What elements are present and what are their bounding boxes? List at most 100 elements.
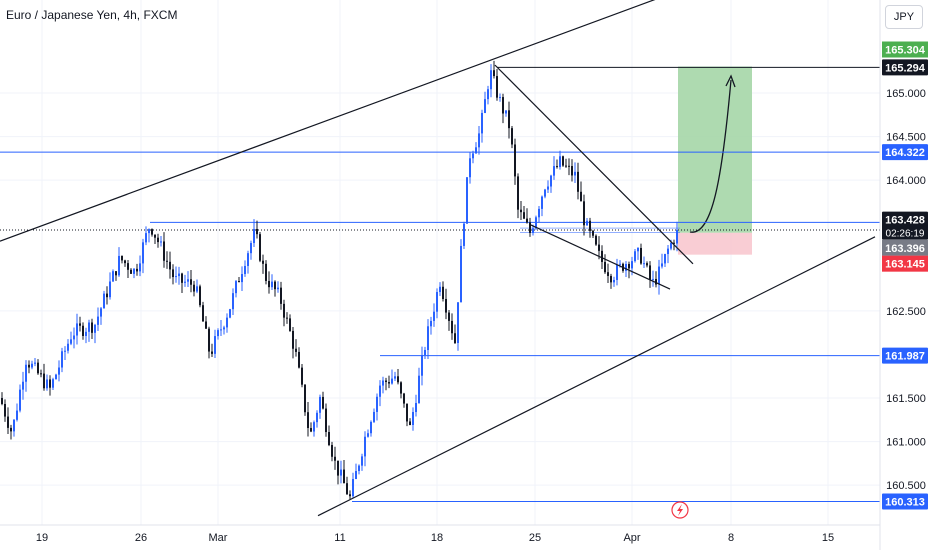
time-tick-label: Apr bbox=[623, 532, 640, 544]
candle-body bbox=[79, 323, 81, 326]
trend-line-wedge-lower bbox=[529, 224, 671, 290]
position-zones bbox=[678, 66, 752, 255]
candle-body bbox=[607, 272, 609, 276]
level-label-161.987: 161.987 bbox=[885, 351, 925, 363]
candle-body bbox=[430, 320, 432, 327]
candle-body bbox=[559, 156, 561, 168]
lightning-glyph-icon bbox=[677, 504, 683, 516]
currency-button[interactable]: JPY bbox=[885, 5, 923, 29]
candle-body bbox=[184, 281, 186, 283]
candle-body bbox=[124, 260, 126, 264]
candle-body bbox=[148, 229, 150, 234]
candle-body bbox=[106, 293, 108, 298]
candle-body bbox=[487, 89, 489, 100]
candle-body bbox=[496, 76, 498, 98]
candle-body bbox=[526, 218, 528, 223]
candle-body bbox=[289, 318, 291, 331]
candle-body bbox=[577, 171, 579, 192]
candle-body bbox=[457, 302, 459, 344]
candle-body bbox=[385, 380, 387, 383]
candle-body bbox=[661, 263, 663, 267]
candle-body bbox=[271, 281, 273, 288]
candle-body bbox=[58, 367, 60, 375]
candle-body bbox=[163, 241, 165, 261]
candle-body bbox=[55, 374, 57, 380]
candle-body bbox=[241, 274, 243, 283]
candle-body bbox=[364, 436, 366, 457]
candle-body bbox=[412, 412, 414, 425]
candle-body bbox=[73, 335, 75, 340]
candle-body bbox=[298, 351, 300, 368]
candle-body bbox=[196, 286, 198, 292]
candle-body bbox=[550, 175, 552, 187]
candle-body bbox=[493, 70, 495, 77]
candle-body bbox=[280, 287, 282, 304]
candle-body bbox=[475, 147, 477, 154]
candle-body bbox=[424, 349, 426, 355]
candle-body bbox=[619, 263, 621, 265]
candle-body bbox=[265, 263, 267, 281]
candle-body bbox=[304, 384, 306, 413]
trend-line-channel-lower bbox=[317, 236, 876, 517]
candle-body bbox=[103, 293, 105, 309]
candle-body bbox=[643, 263, 645, 265]
candle-body bbox=[409, 421, 411, 425]
candle-body bbox=[70, 339, 72, 344]
candle-body bbox=[517, 176, 519, 210]
candle-body bbox=[49, 379, 51, 388]
stop-label: 163.145 bbox=[885, 259, 925, 271]
candle-body bbox=[637, 247, 639, 252]
candle-body bbox=[514, 144, 516, 177]
candle-body bbox=[274, 281, 276, 290]
candle-body bbox=[427, 326, 429, 350]
candle-body bbox=[118, 255, 120, 276]
time-tick-label: Mar bbox=[209, 532, 228, 544]
candle-body bbox=[598, 244, 600, 251]
candle-body bbox=[535, 217, 537, 229]
candle-body bbox=[7, 416, 9, 428]
level-label-160.313-bg bbox=[882, 493, 928, 510]
candle-body bbox=[376, 396, 378, 412]
candle-body bbox=[562, 156, 564, 166]
candle-body bbox=[46, 379, 48, 389]
candle-body bbox=[340, 469, 342, 476]
candle-body bbox=[127, 263, 129, 270]
candle-body bbox=[10, 427, 12, 432]
candle-body bbox=[421, 354, 423, 376]
candle-body bbox=[217, 330, 219, 337]
price-tick-label: 160.500 bbox=[886, 480, 926, 492]
candle-body bbox=[85, 331, 87, 336]
candle-body bbox=[652, 278, 654, 280]
candle-body bbox=[142, 242, 144, 264]
candle-body bbox=[223, 327, 225, 330]
candle-body bbox=[355, 470, 357, 480]
trend-line-wedge-upper bbox=[494, 64, 694, 265]
candle-body bbox=[400, 382, 402, 394]
candle-body bbox=[19, 389, 21, 411]
candle-body bbox=[484, 99, 486, 113]
candle-body bbox=[511, 128, 513, 145]
target-label-bg bbox=[882, 41, 928, 58]
candle-body bbox=[115, 271, 117, 276]
candle-body bbox=[676, 229, 678, 244]
projection-arrow bbox=[689, 79, 732, 233]
time-tick-label: 15 bbox=[822, 532, 834, 544]
candle-body bbox=[253, 228, 255, 244]
candle-body bbox=[625, 263, 627, 271]
candle-body bbox=[187, 279, 189, 282]
loss-zone bbox=[678, 232, 752, 255]
candle-body bbox=[634, 251, 636, 262]
candle-body bbox=[76, 323, 78, 336]
candle-body bbox=[574, 171, 576, 176]
candle-body bbox=[469, 158, 471, 178]
candle-body bbox=[37, 362, 39, 374]
candle-body bbox=[436, 292, 438, 312]
candle-body bbox=[262, 260, 264, 264]
candle-body bbox=[649, 265, 651, 280]
candle-body bbox=[451, 320, 453, 334]
candle-body bbox=[568, 165, 570, 167]
candle-body bbox=[301, 367, 303, 385]
candle-body bbox=[547, 186, 549, 190]
